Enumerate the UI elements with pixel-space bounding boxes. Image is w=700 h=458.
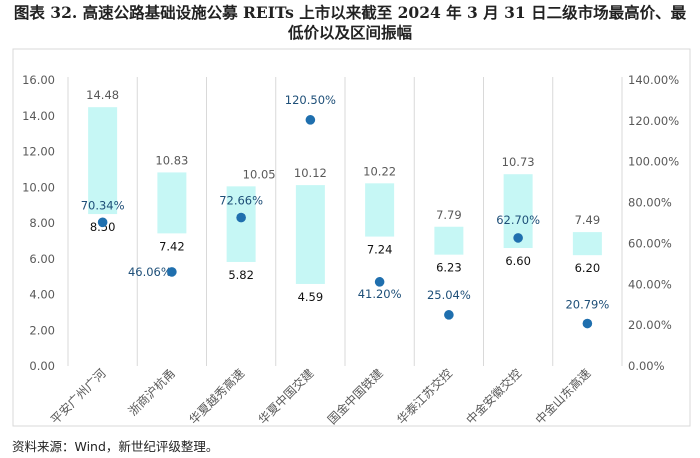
y-tick-label: 14.00 xyxy=(22,109,55,123)
low-value-label: 5.82 xyxy=(228,268,254,282)
amplitude-point xyxy=(305,115,316,125)
y2-tick-label: 140.00% xyxy=(628,73,679,87)
y2-tick-label: 20.00% xyxy=(628,318,672,332)
amplitude-point xyxy=(513,233,523,243)
high-value-label: 7.49 xyxy=(575,213,601,227)
amplitude-point xyxy=(582,318,593,329)
high-value-label: 14.48 xyxy=(86,88,119,102)
y-tick-label: 6.00 xyxy=(29,252,55,266)
range-bar xyxy=(572,232,602,256)
y-tick-label: 16.00 xyxy=(22,73,55,87)
amplitude-label: 72.66% xyxy=(219,194,263,208)
amplitude-point xyxy=(374,277,385,287)
low-value-label: 6.20 xyxy=(575,261,601,275)
amplitude-point xyxy=(236,212,246,223)
low-value-label: 7.24 xyxy=(367,243,393,257)
low-value-label: 4.59 xyxy=(298,290,324,304)
range-bar xyxy=(157,172,187,234)
y2-tick-label: 80.00% xyxy=(628,196,672,210)
category-label: 平安广州广河 xyxy=(47,366,109,428)
low-value-label: 6.60 xyxy=(505,254,531,268)
amplitude-label: 46.06% xyxy=(128,265,172,279)
amplitude-point xyxy=(167,267,177,277)
range-bar xyxy=(295,185,325,284)
category-label: 中金山东高速 xyxy=(532,366,594,428)
high-value-label: 10.83 xyxy=(155,153,188,167)
high-value-label: 10.73 xyxy=(502,155,535,169)
category-label: 华夏中国交建 xyxy=(255,366,317,428)
y-tick-label: 10.00 xyxy=(22,180,55,194)
amplitude-point xyxy=(97,217,108,228)
y2-tick-label: 0.00% xyxy=(628,359,665,373)
low-value-label: 7.42 xyxy=(159,239,185,253)
category-label: 华泰江苏交控 xyxy=(393,366,455,428)
category-label: 国金中国铁建 xyxy=(324,366,386,428)
y-tick-label: 4.00 xyxy=(29,288,55,302)
y-tick-label: 2.00 xyxy=(29,323,55,337)
amplitude-label: 70.34% xyxy=(81,198,125,212)
amplitude-label: 120.50% xyxy=(285,93,336,107)
y-tick-label: 12.00 xyxy=(22,145,55,159)
source-note: 资料来源：Wind，新世纪评级整理。 xyxy=(12,439,219,454)
y2-tick-label: 100.00% xyxy=(628,155,679,169)
high-value-label: 7.79 xyxy=(436,208,462,222)
chart-title-line2: 低价以及区间振幅 xyxy=(287,23,412,42)
amplitude-point xyxy=(444,310,454,320)
range-bar xyxy=(226,186,256,262)
category-label: 中金安徽交控 xyxy=(463,366,525,428)
amplitude-label: 62.70% xyxy=(496,213,540,227)
range-bar xyxy=(365,183,395,237)
amplitude-label: 41.20% xyxy=(358,287,402,301)
chart-title: 图表 32. 高速公路基础设施公募 REITs 上市以来截至 2024 年 3 … xyxy=(13,3,687,22)
high-value-label: 10.22 xyxy=(363,164,396,178)
high-value-label: 10.12 xyxy=(294,166,327,180)
high-value-label: 10.05 xyxy=(243,167,276,181)
range-bar xyxy=(434,226,464,255)
y2-tick-label: 60.00% xyxy=(628,236,672,250)
y-tick-label: 8.00 xyxy=(29,216,55,230)
y2-tick-label: 40.00% xyxy=(628,277,672,291)
range-bar xyxy=(88,107,118,215)
amplitude-label: 25.04% xyxy=(427,288,471,302)
category-label: 浙商沪杭甬 xyxy=(125,366,178,419)
y2-tick-label: 120.00% xyxy=(628,114,679,128)
chart-frame xyxy=(12,48,691,427)
amplitude-label: 20.79% xyxy=(565,298,609,312)
low-value-label: 6.23 xyxy=(436,261,462,275)
y-tick-label: 0.00 xyxy=(29,359,55,373)
category-label: 华夏越秀高速 xyxy=(186,366,248,428)
